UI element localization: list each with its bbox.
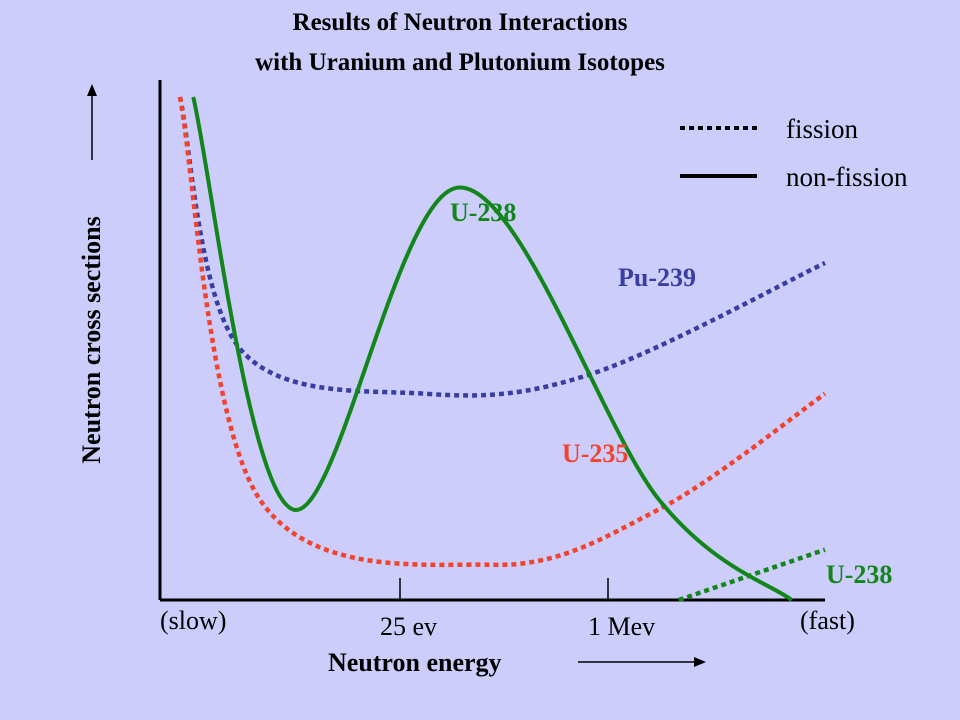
x-direction-arrowhead [694,657,706,667]
x-tick-label: 1 Mev [588,612,656,641]
legend-label-fission: fission [786,114,859,144]
series-line-u235-fission [177,96,827,568]
y-axis-label: Neutron cross sections [77,216,106,464]
series-line-u238-non-fission [191,96,793,602]
x-axis-label: Neutron energy [328,648,502,677]
legend-label-non-fission: non-fission [786,162,908,192]
series-label-u238: U-238 [450,198,517,227]
series-label-pu239: Pu-239 [618,263,696,292]
series-line-pu239-fission [177,96,826,398]
x-tick-label: (slow) [160,606,227,635]
y-direction-arrowhead [87,84,97,96]
series-line-u238-fission [677,547,826,603]
series-label-u238-fission: U-238 [826,560,893,589]
x-tick-label: (fast) [800,606,855,635]
x-tick-label: 25 ev [380,612,438,641]
chart-title: Results of Neutron Interactions [292,9,628,36]
series-label-u235: U-235 [562,439,629,468]
chart-subtitle: with Uranium and Plutonium Isotopes [255,49,665,76]
